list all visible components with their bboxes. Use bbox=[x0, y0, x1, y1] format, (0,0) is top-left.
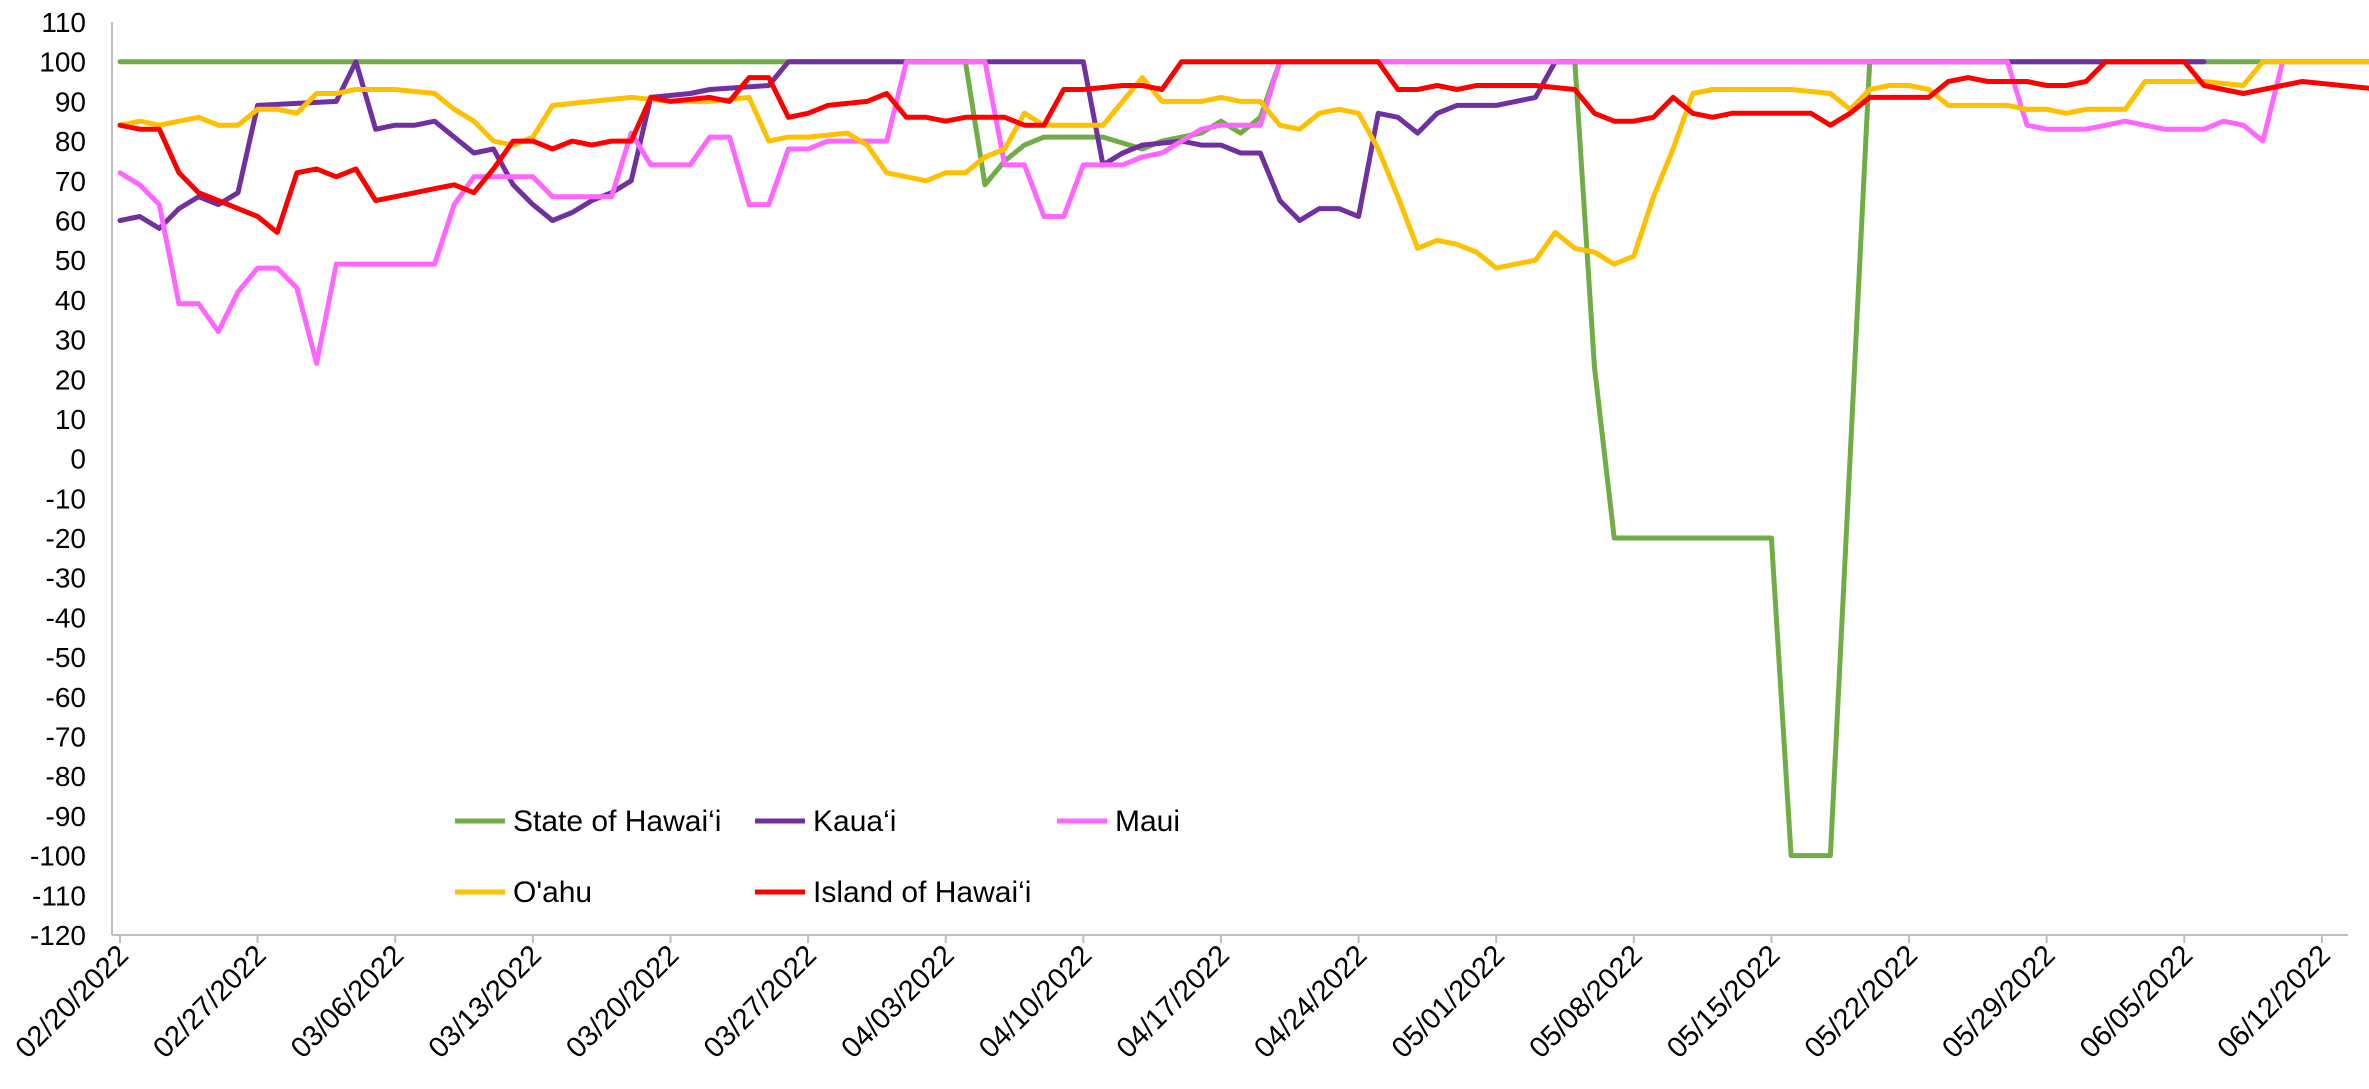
x-tick-label: 04/10/2022 bbox=[973, 939, 1098, 1064]
x-tick-label: 04/24/2022 bbox=[1248, 939, 1373, 1064]
series-lines bbox=[117, 59, 2369, 859]
y-tick-label: -30 bbox=[46, 563, 86, 594]
legend-label-1: Kaua‘i bbox=[813, 805, 896, 838]
legend-label-0: State of Hawai‘i bbox=[513, 805, 721, 838]
x-tick-label: 06/05/2022 bbox=[2074, 939, 2199, 1064]
y-tick-label: 50 bbox=[55, 245, 86, 276]
y-tick-label: 100 bbox=[39, 47, 86, 78]
y-tick-label: 90 bbox=[55, 86, 86, 117]
y-tick-label: 70 bbox=[55, 166, 86, 197]
series-line-3 bbox=[117, 59, 2369, 271]
y-tick-label: 110 bbox=[41, 7, 86, 38]
x-tick-label: 05/15/2022 bbox=[1661, 939, 1786, 1064]
y-tick-label: 0 bbox=[70, 444, 86, 475]
x-tick-label: 03/27/2022 bbox=[698, 939, 823, 1064]
y-tick-label: -60 bbox=[46, 682, 86, 713]
x-tick-label: 03/20/2022 bbox=[560, 939, 685, 1064]
y-tick-label: -40 bbox=[46, 602, 86, 633]
y-tick-label: 80 bbox=[55, 126, 86, 157]
x-tick-label: 06/12/2022 bbox=[2212, 939, 2337, 1064]
y-tick-label: -90 bbox=[46, 801, 86, 832]
legend-label-3: O'ahu bbox=[513, 876, 592, 909]
x-tick-label: 02/20/2022 bbox=[10, 939, 135, 1064]
axes bbox=[111, 22, 2348, 936]
y-tick-label: 20 bbox=[55, 364, 86, 395]
series-line-1 bbox=[117, 59, 2207, 231]
series-line-0 bbox=[117, 59, 2369, 859]
y-tick-label: -70 bbox=[46, 722, 86, 753]
y-tick-label: 10 bbox=[55, 404, 86, 435]
y-tick-label: -100 bbox=[30, 841, 86, 872]
y-tick-label: 30 bbox=[55, 325, 86, 356]
series-line-4 bbox=[117, 59, 2369, 235]
y-tick-label: 40 bbox=[55, 285, 86, 316]
y-tick-label: -110 bbox=[32, 880, 86, 911]
x-tick-label: 03/06/2022 bbox=[285, 939, 410, 1064]
x-tick-label: 04/03/2022 bbox=[835, 939, 960, 1064]
x-tick-label: 05/29/2022 bbox=[1936, 939, 2061, 1064]
y-tick-label: 60 bbox=[55, 205, 86, 236]
y-tick-label: -20 bbox=[46, 523, 86, 554]
x-tick-label: 05/08/2022 bbox=[1524, 939, 1649, 1064]
legend-label-4: Island of Hawai‘i bbox=[813, 876, 1031, 909]
y-tick-label: -120 bbox=[30, 920, 86, 951]
x-tick-label: 02/27/2022 bbox=[147, 939, 272, 1064]
series-line-2 bbox=[117, 59, 2369, 366]
x-tick-label: 04/17/2022 bbox=[1111, 939, 1236, 1064]
y-tick-label: -50 bbox=[46, 642, 86, 673]
x-axis-ticks: 02/20/2022 02/27/2022 03/06/2022 03/13/2022… bbox=[10, 935, 2337, 1065]
x-tick-label: 03/13/2022 bbox=[423, 939, 548, 1064]
legend-label-2: Maui bbox=[1115, 805, 1180, 838]
x-tick-label: 05/22/2022 bbox=[1799, 939, 1924, 1064]
y-tick-label: -80 bbox=[46, 761, 86, 792]
y-axis-ticks: 1101009080706050403020100-10-20-30-40-50… bbox=[30, 7, 86, 951]
legend: State of Hawai‘i Kaua‘i Maui O'ahu Island of… bbox=[455, 805, 1180, 909]
y-tick-label: -10 bbox=[46, 483, 86, 514]
x-tick-label: 05/01/2022 bbox=[1386, 939, 1511, 1064]
